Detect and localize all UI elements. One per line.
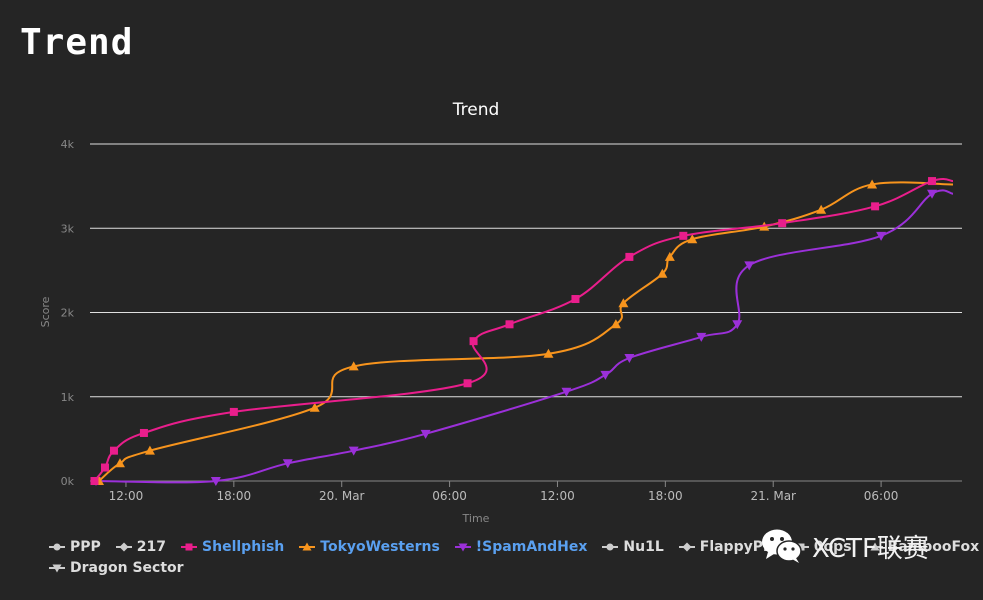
data-point-shellphish [100,463,109,472]
legend-marker-icon [181,543,198,550]
x-tick-label: 18:00 [648,489,683,503]
data-point-spamandhex [696,332,707,342]
y-tick-label: 2k [61,307,75,320]
y-tick-label: 1k [61,391,75,404]
data-point-spamandhex [210,477,221,486]
data-point-spamandhex [624,353,635,363]
legend-item-nu1l[interactable]: Nu1L [601,538,664,555]
chart-title: Trend [452,100,500,120]
y-axis-label: Score [39,296,52,327]
legend-item-217[interactable]: 217 [115,539,166,555]
data-point-spamandhex [927,189,938,199]
page-title: Trend [20,22,134,63]
legend-marker-icon [115,542,132,551]
data-point-tokyowesterns [348,361,359,371]
data-point-shellphish [679,231,688,240]
data-point-spamandhex [561,387,572,397]
data-point-shellphish [505,320,514,329]
data-point-spamandhex [876,231,887,241]
data-point-spamandhex [282,459,293,469]
x-tick-label: 18:00 [217,489,252,503]
legend-label: PPP [70,538,101,555]
x-tick-label: 12:00 [540,489,575,503]
legend-label: !SpamAndHex [475,538,588,555]
x-tick-label: 20. Mar [319,489,365,503]
data-point-tokyowesterns [664,251,675,261]
watermark-text: XCTF联赛 [812,533,929,564]
legend-item-dragon-sector[interactable]: Dragon Sector [48,560,184,576]
legend-label: 0ops [813,538,852,555]
data-point-shellphish [139,428,148,437]
legend-label: Dragon Sector [70,559,184,576]
data-point-tokyowesterns [114,458,125,468]
legend-marker-icon [49,543,65,550]
x-axis-label: Time [462,512,490,525]
legend-item-bamboofox[interactable]: BambooFox [866,538,980,555]
y-tick-label: 4k [61,138,75,151]
y-tick-label: 0k [61,475,75,488]
legend-item-flappypig[interactable]: FlappyPig [678,539,778,555]
data-point-shellphish [109,446,118,455]
legend-label: Shellphish [202,538,285,555]
data-point-tokyowesterns [618,298,629,308]
data-point-shellphish [625,252,634,261]
legend-marker-icon [866,542,883,550]
legend-item-shellphish[interactable]: Shellphish [180,539,284,555]
data-point-shellphish [928,177,937,186]
data-point-spamandhex [732,320,743,330]
data-point-spamandhex [420,429,431,439]
legend-marker-icon [678,542,695,551]
data-point-tokyowesterns [610,319,621,329]
legend-label: FlappyPig [699,538,778,555]
data-point-shellphish [469,337,478,346]
data-point-tokyowesterns [309,402,320,412]
x-tick-label: 21. Mar [750,489,796,503]
legend-row: PPP 217 Shellphish TokyoWesterns !SpamAndHex… [48,536,979,557]
data-point-tokyowesterns [543,348,554,358]
legend-item-tokyowesterns[interactable]: TokyoWesterns [298,539,440,555]
data-point-spamandhex [600,370,611,380]
data-point-tokyowesterns [867,179,878,189]
legend-label: 217 [136,538,167,555]
data-point-tokyowesterns [816,204,827,214]
data-point-shellphish [778,219,787,228]
legend-label: TokyoWesterns [320,538,440,555]
watermark: XCTF联赛 [760,526,929,566]
legend-label: BambooFox [887,538,980,555]
data-point-spamandhex [744,261,755,271]
data-point-shellphish [90,477,99,485]
y-tick-label: 3k [61,222,75,235]
legend-marker-icon [299,542,316,550]
data-point-shellphish [463,379,472,388]
data-point-shellphish [571,295,580,304]
legend-marker-icon [454,543,471,551]
series-line-spamandhex [95,189,954,484]
legend-marker-icon [602,543,619,550]
x-tick-label: 06:00 [864,489,899,503]
legend-marker-icon [49,564,65,572]
wechat-icon [762,529,802,563]
data-point-shellphish [871,202,880,211]
chart-legend: PPP 217 Shellphish TokyoWesterns !SpamAndHex… [48,536,979,578]
legend-item-spamandhex[interactable]: !SpamAndHex [454,538,588,555]
data-point-tokyowesterns [144,445,155,455]
legend-row: Dragon Sector [48,557,768,578]
series-line-tokyowesterns [98,181,954,482]
series-line-shellphish [93,178,954,482]
legend-item-ppp[interactable]: PPP [48,539,101,555]
x-tick-label: 06:00 [432,489,467,503]
legend-label: Nu1L [623,538,664,555]
x-tick-label: 12:00 [109,489,144,503]
data-point-shellphish [229,407,238,416]
data-point-tokyowesterns [657,268,668,278]
data-point-spamandhex [348,446,359,456]
data-point-tokyowesterns [687,234,698,244]
